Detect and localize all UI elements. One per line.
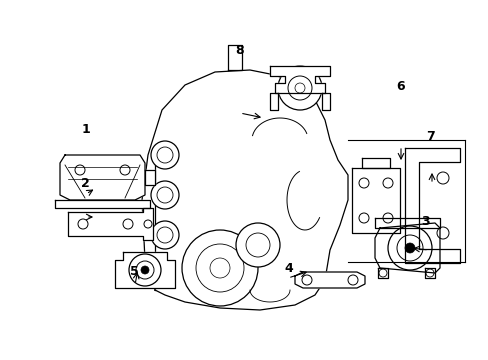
Circle shape — [182, 230, 258, 306]
Text: 6: 6 — [396, 80, 405, 93]
Circle shape — [294, 83, 305, 93]
Circle shape — [151, 181, 179, 209]
Circle shape — [141, 266, 149, 274]
Text: 8: 8 — [235, 44, 244, 57]
Polygon shape — [361, 158, 389, 168]
Polygon shape — [321, 93, 329, 110]
Polygon shape — [269, 66, 329, 93]
Polygon shape — [269, 93, 278, 110]
Text: 2: 2 — [81, 177, 90, 190]
Circle shape — [387, 226, 431, 270]
Circle shape — [236, 223, 280, 267]
Text: 1: 1 — [81, 123, 90, 136]
Polygon shape — [142, 70, 347, 310]
Polygon shape — [115, 252, 175, 288]
Circle shape — [209, 258, 229, 278]
Polygon shape — [55, 200, 150, 208]
Polygon shape — [374, 218, 439, 228]
Polygon shape — [145, 170, 155, 185]
Polygon shape — [404, 148, 459, 263]
Circle shape — [404, 243, 414, 253]
Circle shape — [245, 233, 269, 257]
Polygon shape — [374, 223, 439, 273]
Circle shape — [151, 141, 179, 169]
Circle shape — [151, 221, 179, 249]
Text: 7: 7 — [425, 130, 434, 143]
Polygon shape — [377, 268, 387, 278]
Circle shape — [196, 244, 244, 292]
Text: 5: 5 — [130, 265, 139, 278]
Polygon shape — [60, 155, 145, 200]
Polygon shape — [294, 272, 364, 288]
Text: 3: 3 — [420, 215, 429, 228]
Polygon shape — [351, 168, 399, 233]
Polygon shape — [68, 208, 153, 240]
Circle shape — [278, 66, 321, 110]
Circle shape — [129, 254, 161, 286]
Polygon shape — [424, 268, 434, 278]
Text: 4: 4 — [284, 262, 292, 275]
